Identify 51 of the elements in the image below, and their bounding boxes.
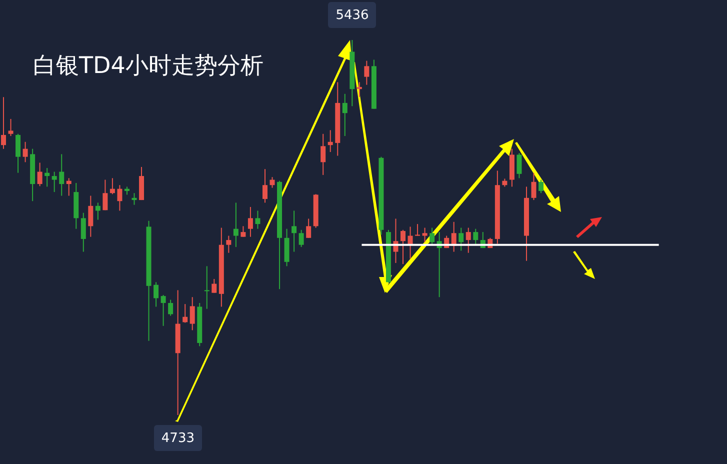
candlestick [37,162,42,187]
candlestick [22,141,28,163]
candlestick [466,227,471,254]
annotation: 4733 [154,425,202,451]
candlestick [154,282,159,308]
candlestick [44,168,50,188]
candlestick [270,176,275,188]
candlestick [102,179,108,211]
candlestick [59,154,64,196]
candlestick [516,152,522,179]
candlestick [182,304,188,324]
candlestick [88,195,94,238]
candlestick [66,178,72,196]
candlestick [233,202,238,248]
candlestick [52,171,57,193]
candlestick [531,172,536,201]
candlestick [16,133,21,174]
candlestick [255,210,260,230]
candlestick [240,226,246,238]
candlestick [204,266,210,310]
candlestick [320,133,326,176]
candlestick [430,227,435,246]
candlestick [262,168,268,204]
candlestick [95,202,100,220]
candlestick [212,278,217,294]
candlestick [422,227,428,243]
candlestick [415,224,420,236]
candlestick [364,60,370,86]
candlestick [190,296,195,331]
candlestick [80,212,86,252]
annotation: 5436 [328,2,376,28]
candlestick [110,178,115,195]
text: 白银TD4小时走势分析 [33,52,264,81]
candlestick [356,82,362,98]
candlestick [328,130,333,153]
candlestick [538,179,544,194]
candlestick [132,192,137,206]
candlestick [117,184,122,212]
candlestick [298,229,304,248]
candlestick [226,235,232,254]
candlestick [248,206,253,238]
candlestick [1,96,6,150]
candlestick [168,299,174,316]
candlestick [342,93,348,137]
candlestick [8,118,14,137]
candlestick [160,294,166,326]
candlestick [458,227,464,252]
candlestick [400,229,406,265]
candlestick [473,228,478,246]
candlestick [292,210,297,252]
candlestick [306,218,312,238]
